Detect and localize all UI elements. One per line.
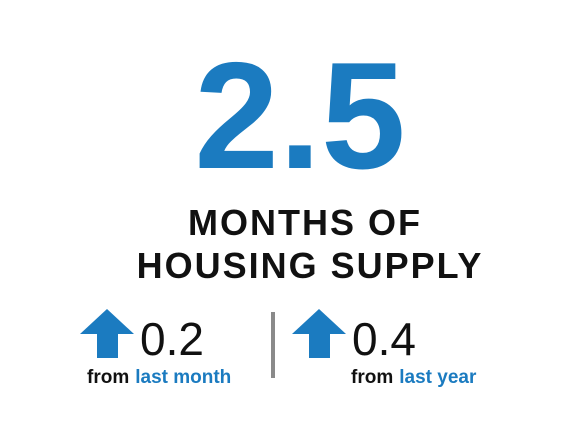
caption-period: last year [399, 367, 477, 388]
caption-period: last month [135, 367, 231, 388]
change-caption: from last year [351, 367, 477, 388]
headline-label: HOUSING SUPPLY [137, 245, 484, 286]
change-caption: from last month [87, 367, 231, 388]
headline-value: 2.5 [194, 31, 405, 201]
up-arrow [80, 309, 134, 358]
divider [271, 312, 275, 378]
up-arrow [292, 309, 346, 358]
change-value: 0.2 [140, 313, 204, 365]
headline-label: MONTHS OF [188, 202, 422, 243]
caption-prefix: from [351, 367, 393, 388]
change-value: 0.4 [352, 313, 416, 365]
caption-prefix: from [87, 367, 129, 388]
